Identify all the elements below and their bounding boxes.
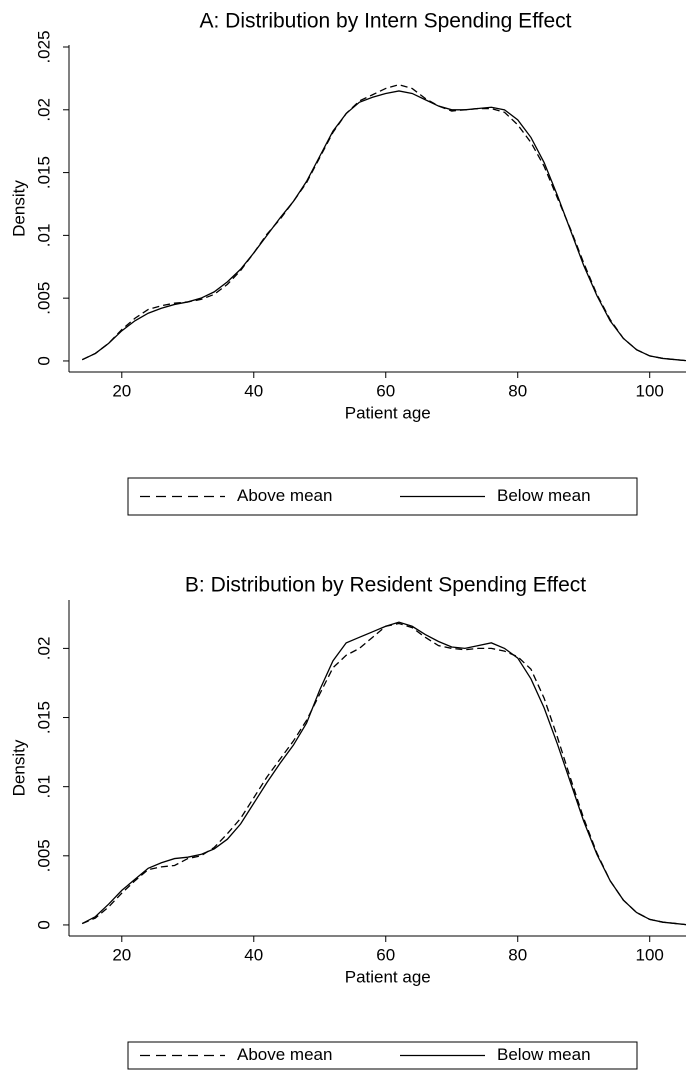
legend-label: Above mean (237, 1045, 332, 1064)
x-tick-label: 80 (508, 381, 527, 400)
line-series (81, 622, 686, 926)
panel: A: Distribution by Intern Spending Effec… (9, 10, 686, 516)
line-series (81, 84, 686, 362)
line-series (81, 621, 686, 926)
x-tick-label: 20 (112, 945, 131, 964)
legend-label: Above mean (237, 486, 332, 505)
x-axis-title: Patient age (345, 967, 431, 986)
y-tick-label: .015 (34, 701, 53, 734)
panel: B: Distribution by Resident Spending Eff… (9, 574, 686, 1070)
y-axis-title: Density (9, 180, 28, 237)
x-axis-title: Patient age (345, 403, 431, 422)
chart-title: B: Distribution by Resident Spending Eff… (185, 574, 586, 597)
y-tick-label: 0 (34, 920, 53, 929)
y-tick-label: .025 (34, 30, 53, 63)
x-tick-label: 100 (636, 381, 664, 400)
y-tick-label: 0 (34, 356, 53, 365)
y-tick-label: .005 (34, 282, 53, 315)
legend-label: Below mean (497, 1045, 591, 1064)
x-tick-label: 40 (244, 381, 263, 400)
x-tick-label: 100 (636, 945, 664, 964)
chart-title: A: Distribution by Intern Spending Effec… (200, 10, 572, 33)
y-tick-label: .015 (34, 156, 53, 189)
x-tick-label: 20 (112, 381, 131, 400)
legend-box (127, 477, 638, 516)
y-tick-label: .005 (34, 839, 53, 872)
x-tick-label: 40 (244, 945, 263, 964)
y-axis-title: Density (9, 739, 28, 796)
y-tick-label: .02 (34, 637, 53, 661)
y-tick-label: .02 (34, 98, 53, 122)
legend-label: Below mean (497, 486, 591, 505)
x-tick-label: 80 (508, 945, 527, 964)
y-tick-label: .01 (34, 224, 53, 248)
line-series (81, 90, 686, 362)
x-tick-label: 60 (376, 945, 395, 964)
x-tick-label: 60 (376, 381, 395, 400)
y-tick-label: .01 (34, 775, 53, 799)
legend-box (127, 1041, 638, 1070)
